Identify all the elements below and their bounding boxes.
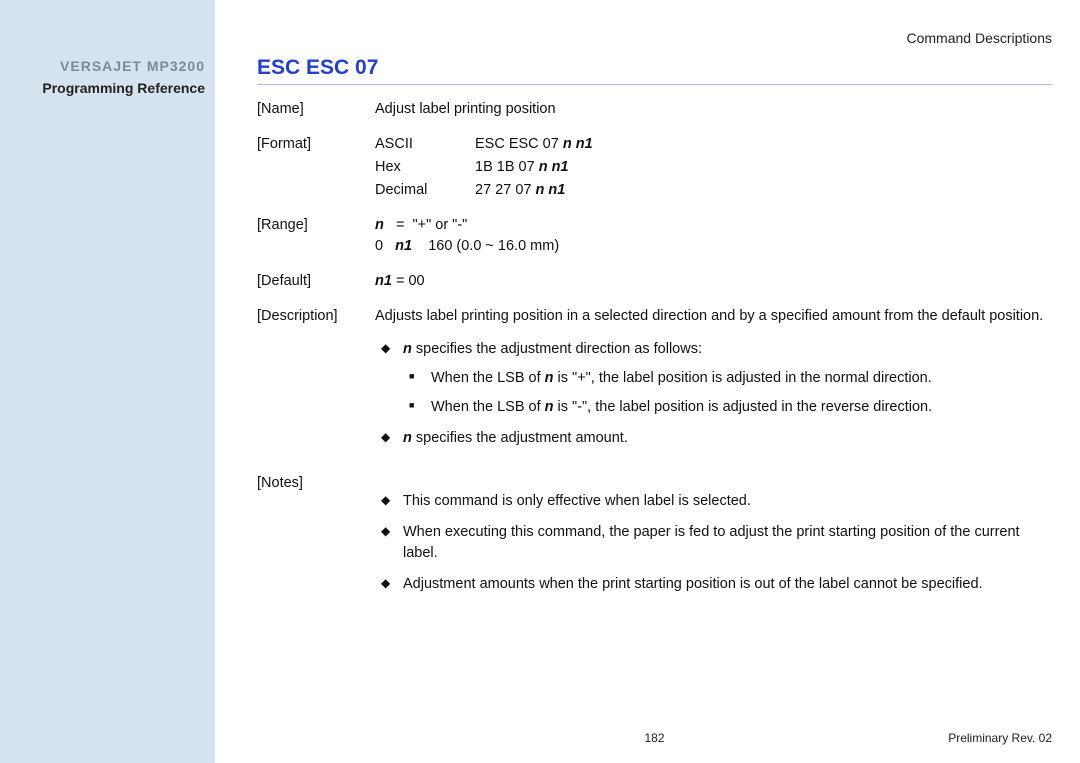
notes-3: Adjustment amounts when the print starti… — [403, 574, 1052, 595]
content-body: [Name] Adjust label printing position [F… — [257, 99, 1052, 605]
row-notes: [Notes] This command is only effective w… — [257, 473, 1052, 605]
label-description: [Description] — [257, 306, 375, 327]
value-default: n1 = 00 — [375, 271, 1052, 292]
desc-bullet-1: n specifies the adjustment direction as … — [403, 339, 1052, 418]
format-table: ASCII ESC ESC 07 n n1 Hex 1B 1B 07 n n1 … — [375, 134, 1052, 201]
label-format: [Format] — [257, 134, 375, 155]
row-description: [Description] Adjusts label printing pos… — [257, 306, 1052, 459]
value-range: n = "+" or "-" 0 n1 160 (0.0 ~ 16.0 mm) — [375, 215, 1052, 257]
notes-bullets: This command is only effective when labe… — [375, 491, 1052, 595]
row-format: [Format] ASCII ESC ESC 07 n n1 Hex 1B 1B… — [257, 134, 1052, 201]
title-rule — [257, 84, 1052, 85]
desc-text: Adjusts label printing position in a sel… — [375, 306, 1052, 327]
notes-2: When executing this command, the paper i… — [403, 522, 1052, 564]
row-range: [Range] n = "+" or "-" 0 n1 160 (0.0 ~ 1… — [257, 215, 1052, 257]
value-notes: This command is only effective when labe… — [375, 473, 1052, 605]
value-name: Adjust label printing position — [375, 99, 1052, 120]
fmt-hex-val: 1B 1B 07 n n1 — [475, 157, 1052, 178]
label-notes: [Notes] — [257, 473, 375, 494]
page-root: VERSAJET MP3200 Programming Reference Co… — [0, 0, 1080, 763]
doc-subtitle: Programming Reference — [0, 80, 205, 96]
page-footer: 182 Preliminary Rev. 02 — [257, 731, 1052, 745]
fmt-ascii-val: ESC ESC 07 n n1 — [475, 134, 1052, 155]
value-description: Adjusts label printing position in a sel… — [375, 306, 1052, 459]
value-format: ASCII ESC ESC 07 n n1 Hex 1B 1B 07 n n1 … — [375, 134, 1052, 201]
product-name: VERSAJET MP3200 — [0, 58, 205, 74]
desc-sub-2: When the LSB of n is "-", the label posi… — [431, 397, 1052, 418]
page-number: 182 — [644, 731, 664, 745]
label-default: [Default] — [257, 271, 375, 292]
row-name: [Name] Adjust label printing position — [257, 99, 1052, 120]
section-header: Command Descriptions — [257, 30, 1052, 46]
sidebar: VERSAJET MP3200 Programming Reference — [0, 0, 215, 763]
main-content: Command Descriptions ESC ESC 07 [Name] A… — [215, 0, 1080, 763]
desc-sub-bullets: When the LSB of n is "+", the label posi… — [403, 368, 1052, 418]
fmt-ascii-key: ASCII — [375, 134, 475, 155]
notes-1: This command is only effective when labe… — [403, 491, 1052, 512]
footer-rev: Preliminary Rev. 02 — [948, 731, 1052, 745]
desc-bullet-2: n specifies the adjustment amount. — [403, 428, 1052, 449]
command-title: ESC ESC 07 — [257, 56, 1052, 80]
row-default: [Default] n1 = 00 — [257, 271, 1052, 292]
fmt-hex-key: Hex — [375, 157, 475, 178]
fmt-dec-val: 27 27 07 n n1 — [475, 180, 1052, 201]
label-range: [Range] — [257, 215, 375, 236]
fmt-dec-key: Decimal — [375, 180, 475, 201]
desc-bullets: n specifies the adjustment direction as … — [375, 339, 1052, 449]
label-name: [Name] — [257, 99, 375, 120]
desc-sub-1: When the LSB of n is "+", the label posi… — [431, 368, 1052, 389]
